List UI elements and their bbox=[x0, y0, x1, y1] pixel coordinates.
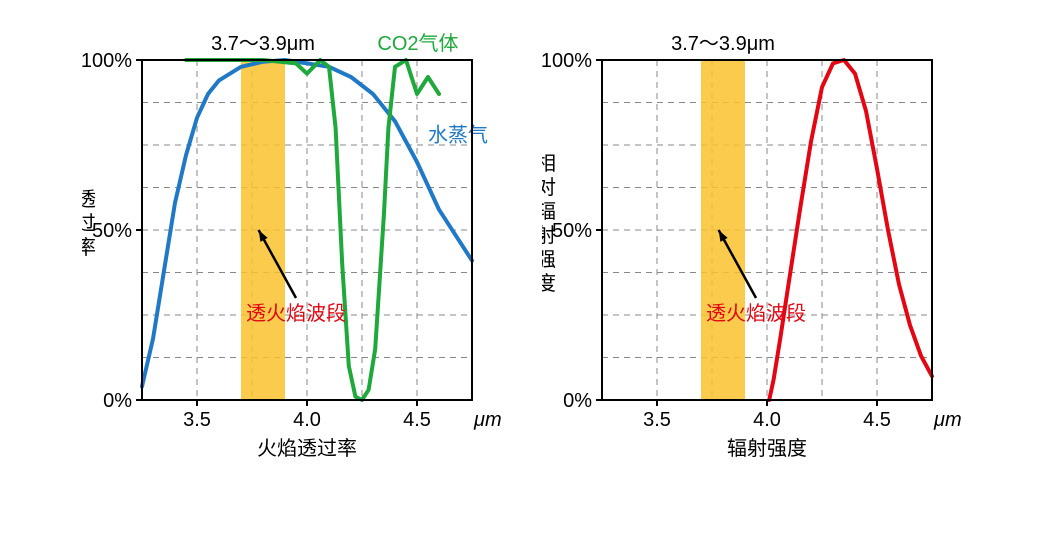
right-chart: 3.7～3.9μm透火焰波段3.54.04.5μm0%50%100%相对辐射强度… bbox=[542, 20, 962, 490]
ytick-label: 100% bbox=[542, 50, 592, 72]
xtick-label: 4.5 bbox=[863, 409, 891, 431]
chart-top-label: 3.7～3.9μm bbox=[671, 33, 775, 55]
xtick-label: 4.0 bbox=[753, 409, 781, 431]
x-axis-label: 火焰透过率 bbox=[257, 437, 357, 460]
highlight-band bbox=[701, 60, 745, 400]
x-axis-label: 辐射强度 bbox=[727, 437, 807, 460]
band-label: 透火焰波段 bbox=[706, 302, 806, 325]
x-unit-label: μm bbox=[933, 409, 962, 431]
charts-container: 3.7～3.9μm 水蒸气 CO2气体透火焰波段 3.5 4.0 4.5 μm 0% 50% 10… bbox=[20, 20, 1024, 490]
xtick-label: 4.0 bbox=[293, 409, 321, 431]
ytick-label: 100% bbox=[82, 50, 132, 72]
xtick-label: 4.5 bbox=[403, 409, 431, 431]
right-chart-wrapper: 3.7～3.9μm透火焰波段3.54.04.5μm0%50%100%相对辐射强度… bbox=[542, 20, 962, 490]
xtick-label: 3.5 bbox=[183, 409, 211, 431]
chart-top-label: 3.7～3.9μm bbox=[211, 33, 315, 55]
series-label-water: 水蒸气 bbox=[428, 124, 488, 147]
series-label-co2: CO2气体 bbox=[377, 32, 458, 55]
highlight-band bbox=[241, 60, 285, 400]
ytick-label: 0% bbox=[563, 390, 592, 412]
xtick-label: 3.5 bbox=[643, 409, 671, 431]
y-axis-label: 透过率 bbox=[82, 188, 96, 259]
left-chart-wrapper: 3.7～3.9μm 水蒸气 CO2气体透火焰波段 3.5 4.0 4.5 μm 0% 50% 10… bbox=[82, 20, 502, 490]
left-chart: 3.7～3.9μm 水蒸气 CO2气体透火焰波段 3.5 4.0 4.5 μm 0% 50% 10… bbox=[82, 20, 502, 490]
band-label: 透火焰波段 bbox=[246, 302, 346, 325]
ytick-label: 0% bbox=[103, 390, 132, 412]
ytick-label: 50% bbox=[92, 220, 132, 242]
ytick-label: 50% bbox=[552, 220, 592, 242]
x-unit-label: μm bbox=[473, 409, 502, 431]
